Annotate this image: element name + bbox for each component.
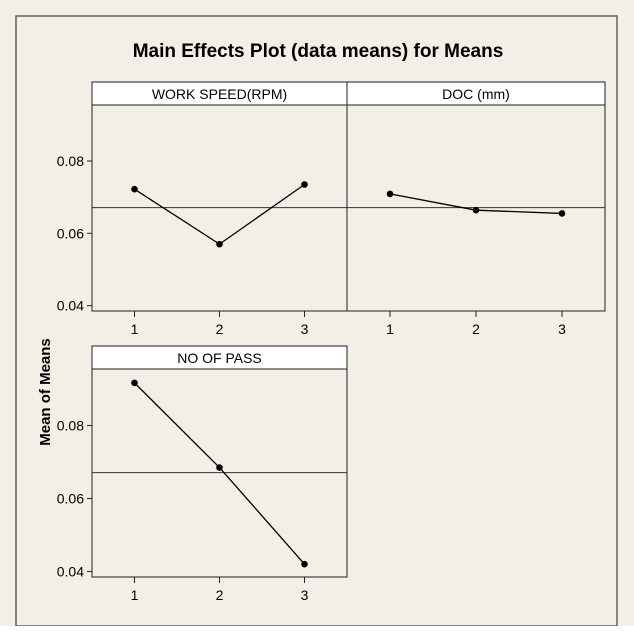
x-tick-label: 3 [301, 321, 309, 337]
data-point [131, 185, 138, 193]
x-tick-label: 1 [131, 587, 139, 603]
y-tick-label: 0.08 [57, 418, 84, 434]
y-tick-label: 0.06 [57, 225, 84, 241]
x-tick-label: 2 [472, 321, 480, 337]
chart-title: Main Effects Plot (data means) for Means [133, 41, 504, 62]
data-point [301, 181, 308, 188]
data-point [131, 379, 138, 387]
data-point [472, 206, 480, 214]
panel-title: NO OF PASS [177, 350, 262, 366]
x-tick-label: 2 [216, 587, 224, 603]
data-point [216, 240, 223, 248]
y-tick-label: 0.04 [57, 564, 84, 580]
panels-group: WORK SPEED(RPM) 0.04 0.06 0.08 1 2 3 DOC (mm) 1 2… [57, 81, 606, 603]
data-point [216, 464, 223, 471]
panel-title: WORK SPEED(RPM) [152, 86, 287, 102]
panel-3: NO OF PASS 0.04 0.06 0.08 1 2 3 [57, 345, 348, 603]
data-point [386, 190, 394, 198]
x-tick-label: 1 [386, 321, 394, 337]
x-tick-label: 3 [558, 321, 566, 337]
data-point [301, 560, 308, 568]
y-tick-label: 0.08 [57, 153, 84, 169]
data-point [558, 210, 566, 217]
x-tick-label: 1 [131, 321, 139, 337]
panel-1: WORK SPEED(RPM) 0.04 0.06 0.08 1 2 3 [57, 81, 348, 337]
y-axis-label: Mean of Means [37, 338, 54, 446]
x-tick-label: 2 [216, 321, 224, 337]
y-tick-label: 0.06 [57, 491, 84, 507]
x-tick-label: 3 [301, 587, 309, 603]
panel-2: DOC (mm) 1 2 3 [346, 81, 606, 337]
y-tick-label: 0.04 [57, 298, 84, 314]
panel-title: DOC (mm) [442, 86, 510, 102]
